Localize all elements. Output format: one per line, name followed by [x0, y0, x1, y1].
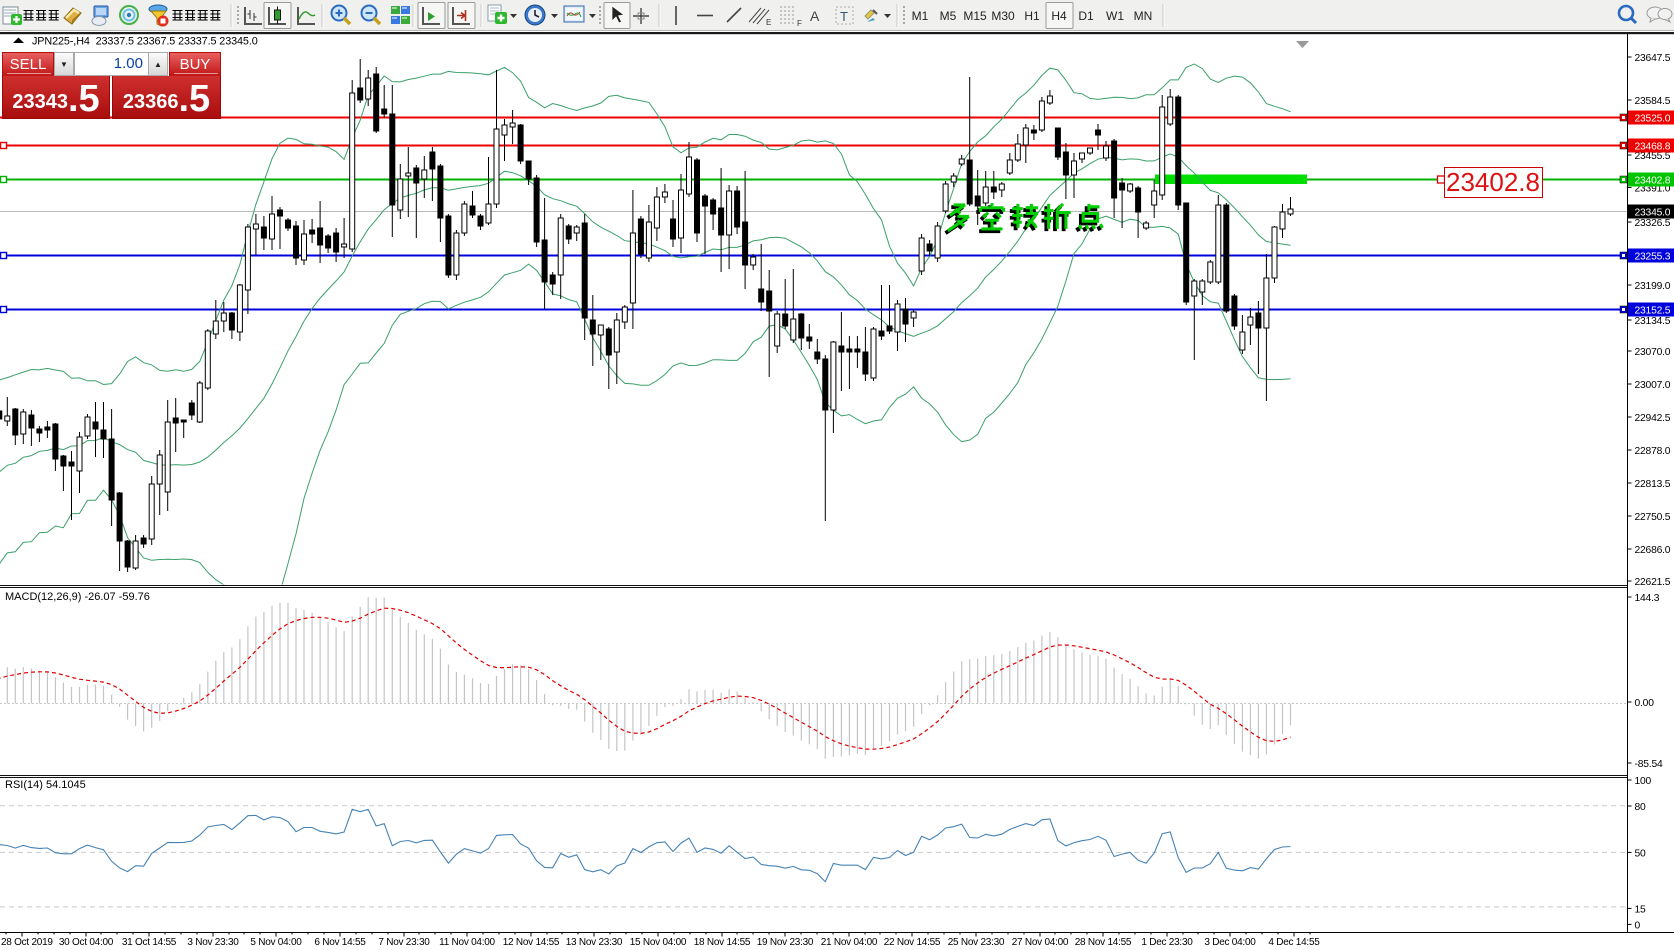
- svg-text:M5: M5: [940, 9, 957, 23]
- svg-text:0: 0: [1635, 920, 1641, 931]
- svg-text:22 Nov 14:55: 22 Nov 14:55: [884, 937, 941, 948]
- svg-text:A: A: [810, 8, 820, 24]
- svg-text:19 Nov 23:30: 19 Nov 23:30: [757, 937, 814, 948]
- svg-text:144.3: 144.3: [1635, 593, 1660, 604]
- svg-text:30 Oct 04:00: 30 Oct 04:00: [59, 937, 114, 948]
- svg-text:23391.0: 23391.0: [1635, 184, 1671, 195]
- svg-text:12 Nov 14:55: 12 Nov 14:55: [503, 937, 560, 948]
- svg-text:31 Oct 14:55: 31 Oct 14:55: [122, 937, 177, 948]
- svg-text:W1: W1: [1106, 9, 1124, 23]
- svg-text:23455.5: 23455.5: [1635, 151, 1671, 162]
- svg-text:1 Dec 23:30: 1 Dec 23:30: [1141, 937, 1193, 948]
- svg-text:27 Nov 04:00: 27 Nov 04:00: [1012, 937, 1069, 948]
- svg-text:T: T: [840, 9, 848, 24]
- svg-text:22621.5: 22621.5: [1635, 577, 1671, 588]
- svg-text:23402.8: 23402.8: [1446, 167, 1540, 197]
- svg-text:-85.54: -85.54: [1635, 759, 1663, 770]
- svg-text:11 Nov 04:00: 11 Nov 04:00: [439, 937, 495, 948]
- svg-text:H4: H4: [1051, 9, 1067, 23]
- svg-text:4 Dec 14:55: 4 Dec 14:55: [1268, 937, 1320, 948]
- svg-text:22942.5: 22942.5: [1635, 413, 1671, 424]
- svg-text:23070.0: 23070.0: [1635, 347, 1671, 358]
- svg-text:3 Dec 04:00: 3 Dec 04:00: [1204, 937, 1256, 948]
- svg-text:M30: M30: [991, 9, 1015, 23]
- svg-text:23402.8: 23402.8: [1635, 176, 1671, 187]
- svg-text:MACD(12,26,9) -26.07 -59.76: MACD(12,26,9) -26.07 -59.76: [5, 591, 150, 603]
- svg-text:18 Nov 14:55: 18 Nov 14:55: [694, 937, 751, 948]
- svg-text:3 Nov 23:30: 3 Nov 23:30: [187, 937, 239, 948]
- svg-text:23007.0: 23007.0: [1635, 380, 1671, 391]
- svg-text:100: 100: [1635, 776, 1652, 787]
- svg-text:22878.0: 22878.0: [1635, 446, 1671, 457]
- svg-text:22813.5: 22813.5: [1635, 479, 1671, 490]
- svg-text:MN: MN: [1134, 9, 1153, 23]
- svg-text:0.00: 0.00: [1635, 698, 1655, 709]
- svg-text:23199.0: 23199.0: [1635, 281, 1671, 292]
- svg-text:F: F: [797, 19, 802, 28]
- svg-text:H1: H1: [1024, 9, 1040, 23]
- svg-text:28 Oct 2019: 28 Oct 2019: [1, 937, 53, 948]
- svg-text:23468.8: 23468.8: [1635, 142, 1671, 153]
- svg-text:28 Nov 14:55: 28 Nov 14:55: [1075, 937, 1132, 948]
- svg-text:23326.5: 23326.5: [1635, 218, 1671, 229]
- svg-text:15: 15: [1635, 904, 1647, 915]
- svg-text:23584.5: 23584.5: [1635, 96, 1671, 107]
- svg-text:23255.3: 23255.3: [1635, 252, 1671, 263]
- svg-text:23152.5: 23152.5: [1635, 306, 1671, 317]
- svg-text:M1: M1: [912, 9, 929, 23]
- svg-text:E: E: [766, 18, 771, 27]
- svg-text:22750.5: 22750.5: [1635, 512, 1671, 523]
- svg-text:23525.0: 23525.0: [1635, 114, 1671, 125]
- svg-text:D1: D1: [1078, 9, 1094, 23]
- svg-text:JPN225-,H4 23337.5 23367.5 23: JPN225-,H4 23337.5 23367.5 23337.5 23345…: [32, 36, 258, 48]
- svg-text:6 Nov 14:55: 6 Nov 14:55: [314, 937, 366, 948]
- svg-text:7 Nov 23:30: 7 Nov 23:30: [378, 937, 430, 948]
- svg-text:23345.0: 23345.0: [1635, 208, 1671, 219]
- svg-text:22686.0: 22686.0: [1635, 545, 1671, 556]
- svg-text:5 Nov 04:00: 5 Nov 04:00: [250, 937, 302, 948]
- svg-text:13 Nov 23:30: 13 Nov 23:30: [566, 937, 623, 948]
- svg-text:21 Nov 04:00: 21 Nov 04:00: [821, 937, 878, 948]
- svg-text:15 Nov 04:00: 15 Nov 04:00: [630, 937, 687, 948]
- svg-text:M15: M15: [963, 9, 987, 23]
- svg-text:25 Nov 23:30: 25 Nov 23:30: [948, 937, 1005, 948]
- svg-text:80: 80: [1635, 802, 1647, 813]
- svg-text:50: 50: [1635, 848, 1647, 859]
- svg-text:RSI(14) 54.1045: RSI(14) 54.1045: [5, 779, 86, 791]
- svg-text:23134.5: 23134.5: [1635, 316, 1671, 327]
- svg-text:23647.5: 23647.5: [1635, 53, 1671, 64]
